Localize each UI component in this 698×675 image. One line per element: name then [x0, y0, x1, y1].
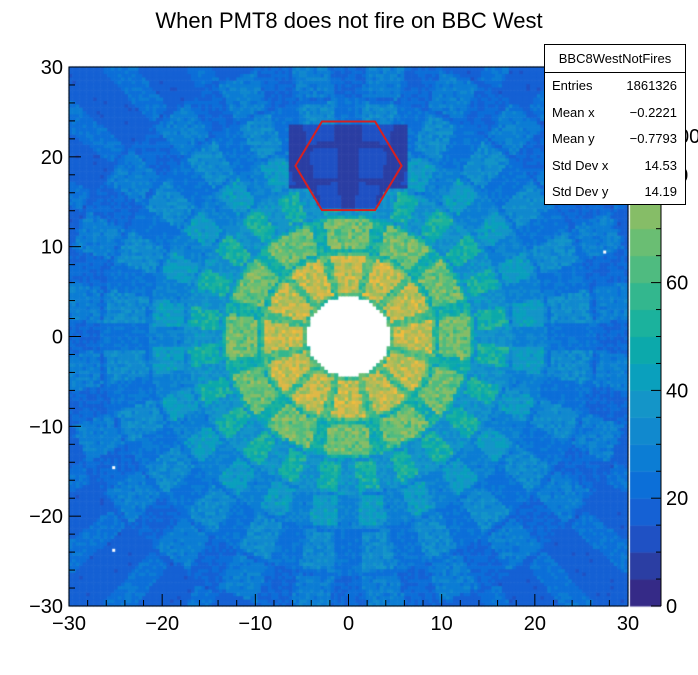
- y-tick-label: 30: [41, 57, 63, 79]
- x-tick-label: −20: [145, 613, 179, 635]
- y-tick-label: 0: [52, 327, 63, 349]
- x-tick-label: 0: [343, 613, 354, 635]
- stats-value: 14.19: [644, 184, 677, 200]
- stats-key: Mean x: [552, 104, 595, 120]
- stats-row-mean-x: Mean x −0.2221: [545, 100, 685, 127]
- stats-value: −0.7793: [629, 131, 677, 147]
- stats-row-mean-y: Mean y −0.7793: [545, 126, 685, 153]
- x-tick-label: 10: [431, 613, 453, 635]
- stats-row-std-dev-x: Std Dev x 14.53: [545, 153, 685, 180]
- x-tick-label: −10: [238, 613, 272, 635]
- stats-row-std-dev-y: Std Dev y 14.19: [545, 179, 685, 206]
- stats-key: Entries: [552, 78, 593, 93]
- stats-value: 1861326: [626, 78, 677, 93]
- stats-row-entries: Entries 1861326: [545, 73, 685, 100]
- stats-title: BBC8WestNotFires: [545, 45, 685, 73]
- x-tick-label: 20: [524, 613, 546, 635]
- colorbar-tick-label: 40: [666, 380, 688, 402]
- pmt8-hexagon: [294, 120, 403, 212]
- colorbar-tick-label: 0: [666, 596, 677, 618]
- stats-key: Mean y: [552, 131, 595, 147]
- x-tick-label: −30: [52, 613, 86, 635]
- y-tick-label: −20: [29, 506, 63, 528]
- y-tick-label: −30: [29, 596, 63, 618]
- colorbar-tick-label: 60: [666, 273, 688, 295]
- y-tick-label: −10: [29, 416, 63, 438]
- stats-key: Std Dev x: [552, 157, 609, 173]
- x-tick-label: 30: [617, 613, 639, 635]
- stats-box: BBC8WestNotFires Entries 1861326 Mean x …: [544, 44, 686, 205]
- stats-value: −0.2221: [629, 104, 677, 120]
- stats-key: Std Dev y: [552, 184, 609, 200]
- y-tick-label: 20: [41, 147, 63, 169]
- chart-title: When PMT8 does not fire on BBC West: [155, 8, 542, 33]
- stats-value: 14.53: [644, 157, 677, 173]
- colorbar-tick-label: 20: [666, 488, 688, 510]
- y-tick-label: 10: [41, 237, 63, 259]
